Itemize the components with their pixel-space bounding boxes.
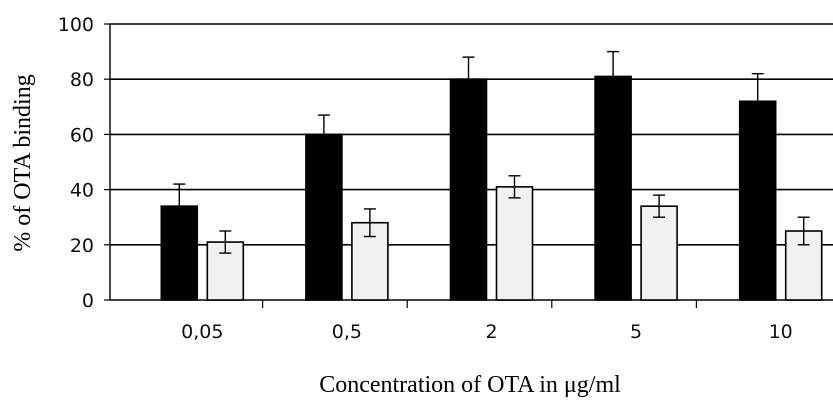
bars: [160, 50, 823, 301]
bar-series-1: [449, 78, 488, 301]
y-axis-title: % of OTA binding: [10, 74, 36, 251]
x-axis-title: Concentration of OTA in μg/ml: [319, 372, 621, 398]
bar-series-1: [594, 75, 632, 301]
y-tick-label: 60: [70, 124, 94, 146]
y-tick-label: 100: [58, 14, 94, 36]
tick-labels: 0 20 40 60 80 100 0,05 0,5 2 5 10: [58, 14, 793, 343]
bar-series-2: [640, 205, 678, 301]
x-tick-label: 5: [630, 321, 642, 343]
x-tick-label: 0,5: [332, 321, 362, 343]
y-tick-label: 0: [82, 290, 94, 312]
x-tick-label: 10: [769, 321, 793, 343]
x-tick-label: 0,05: [181, 321, 223, 343]
bar-series-1: [738, 100, 777, 301]
y-tick-label: 40: [70, 180, 94, 202]
y-tick-label: 20: [70, 235, 94, 257]
y-tick-label: 80: [70, 69, 94, 91]
bar-series-1: [305, 133, 343, 301]
bar-series-2: [495, 186, 534, 301]
x-tick-label: 2: [485, 321, 497, 343]
